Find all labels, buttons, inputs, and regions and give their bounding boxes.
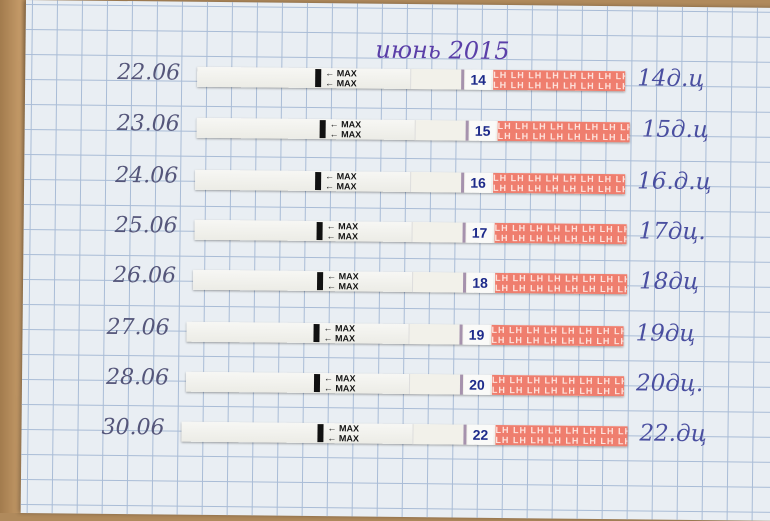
strip-number: 14 bbox=[465, 69, 492, 90]
cycle-day-label: 17дц. bbox=[638, 218, 706, 246]
strip-marker bbox=[316, 272, 324, 291]
test-row: 23.06 ← MAX ← MAX 15 LH LH LH LH LH LH LH… bbox=[26, 0, 770, 143]
max-label: ← MAX ← MAX bbox=[329, 119, 362, 140]
strip-marker bbox=[313, 374, 321, 393]
date-label: 30.06 bbox=[101, 414, 165, 441]
max-label: ← MAX ← MAX bbox=[325, 68, 357, 89]
strip-marker bbox=[316, 222, 323, 241]
test-row: 24.06 ← MAX ← MAX 16 LH LH LH LH LH LH LH… bbox=[26, 0, 770, 195]
strip-number: 15 bbox=[469, 120, 496, 141]
strip-marker bbox=[315, 172, 322, 191]
lh-test-strip: ← MAX ← MAX 18 LH LH LH LH LH LH LH LH LH… bbox=[192, 269, 628, 295]
strip-marker bbox=[319, 120, 326, 139]
test-row: 22.06 ← MAX ← MAX 14 LH LH LH LH LH LH LH… bbox=[26, 0, 770, 92]
cycle-day-label: 19дц bbox=[635, 320, 696, 348]
max-label: ← MAX ← MAX bbox=[323, 373, 356, 394]
date-label: 27.06 bbox=[106, 314, 170, 341]
control-line bbox=[465, 120, 469, 141]
lh-pink-end: LH LH LH LH LH LH LH LH LH LH LH LH LH LH… bbox=[491, 324, 624, 347]
date-label: 28.06 bbox=[105, 364, 170, 391]
test-row: 28.06 ← MAX ← MAX 20 LH LH LH LH LH LH LH… bbox=[26, 0, 770, 397]
control-line bbox=[462, 272, 467, 293]
grid-paper: июнь 2015 22.06 ← MAX ← MAX 14 LH LH LH L… bbox=[20, 0, 770, 521]
strip-number: 19 bbox=[463, 324, 490, 345]
lh-pink-end: LH LH LH LH LH LH LH LH LH LH LH LH LH LH… bbox=[497, 120, 630, 143]
control-line bbox=[459, 324, 463, 345]
lh-pink-end: LH LH LH LH LH LH LH LH LH LH LH LH LH LH… bbox=[493, 172, 626, 195]
strip-number: 16 bbox=[465, 172, 492, 193]
lh-pink-end: LH LH LH LH LH LH LH LH LH LH LH LH LH LH… bbox=[491, 374, 625, 397]
date-label: 25.06 bbox=[114, 212, 178, 239]
control-line bbox=[461, 172, 465, 193]
date-label: 23.06 bbox=[116, 110, 180, 137]
lh-test-strip: ← MAX ← MAX 22 LH LH LH LH LH LH LH LH LH… bbox=[181, 421, 628, 447]
lh-test-strip: ← MAX ← MAX 14 LH LH LH LH LH LH LH LH LH… bbox=[197, 66, 626, 92]
lh-test-strip: ← MAX ← MAX 15 LH LH LH LH LH LH LH LH LH… bbox=[196, 117, 630, 143]
cycle-day-label: 16.д.ц bbox=[636, 168, 712, 196]
control-line bbox=[461, 69, 465, 90]
lh-test-strip: ← MAX ← MAX 19 LH LH LH LH LH LH LH LH LH… bbox=[186, 321, 624, 347]
cycle-day-label: 18дц bbox=[638, 268, 700, 296]
strip-number: 22 bbox=[467, 424, 494, 445]
cycle-day-label: 22.дц bbox=[639, 420, 707, 448]
test-row: 25.06 ← MAX ← MAX 17 LH LH LH LH LH LH LH… bbox=[26, 0, 770, 245]
lh-pink-end: LH LH LH LH LH LH LH LH LH LH LH LH LH LH… bbox=[494, 222, 627, 245]
test-strip-list: 22.06 ← MAX ← MAX 14 LH LH LH LH LH LH LH… bbox=[26, 0, 770, 447]
cycle-day-label: 15д.ц bbox=[641, 116, 710, 144]
date-label: 24.06 bbox=[115, 162, 179, 189]
control-line bbox=[459, 374, 464, 395]
max-label: ← MAX ← MAX bbox=[323, 323, 356, 344]
lh-pink-end: LH LH LH LH LH LH LH LH LH LH LH LH LH LH… bbox=[494, 272, 628, 295]
strip-marker bbox=[313, 324, 320, 343]
date-label: 26.06 bbox=[112, 262, 177, 289]
strip-number: 17 bbox=[466, 222, 493, 243]
lh-test-strip: ← MAX ← MAX 20 LH LH LH LH LH LH LH LH LH… bbox=[185, 371, 625, 397]
lh-pink-end: LH LH LH LH LH LH LH LH LH LH LH LH LH LH… bbox=[493, 69, 626, 92]
cycle-day-label: 14д.ц bbox=[637, 65, 705, 93]
control-line bbox=[463, 424, 467, 445]
test-row: 30.06 ← MAX ← MAX 22 LH LH LH LH LH LH LH… bbox=[26, 0, 770, 447]
max-label: ← MAX ← MAX bbox=[326, 271, 359, 292]
month-title: июнь 2015 bbox=[375, 35, 510, 66]
strip-marker bbox=[317, 424, 324, 443]
max-label: ← MAX ← MAX bbox=[326, 221, 359, 242]
max-label: ← MAX ← MAX bbox=[327, 423, 360, 444]
max-label: ← MAX ← MAX bbox=[325, 171, 357, 192]
lh-pink-end: LH LH LH LH LH LH LH LH LH LH LH LH LH LH… bbox=[495, 424, 628, 447]
strip-marker bbox=[315, 69, 322, 88]
control-line bbox=[462, 222, 466, 243]
lh-test-strip: ← MAX ← MAX 17 LH LH LH LH LH LH LH LH LH… bbox=[194, 219, 627, 245]
strip-number: 20 bbox=[463, 374, 491, 395]
strip-number: 18 bbox=[466, 272, 494, 293]
cycle-day-label: 20дц. bbox=[635, 370, 704, 398]
test-row: 27.06 ← MAX ← MAX 19 LH LH LH LH LH LH LH… bbox=[26, 0, 770, 347]
date-label: 22.06 bbox=[117, 59, 181, 86]
test-row: 26.06 ← MAX ← MAX 18 LH LH LH LH LH LH LH… bbox=[26, 0, 770, 295]
lh-test-strip: ← MAX ← MAX 16 LH LH LH LH LH LH LH LH LH… bbox=[195, 169, 626, 195]
